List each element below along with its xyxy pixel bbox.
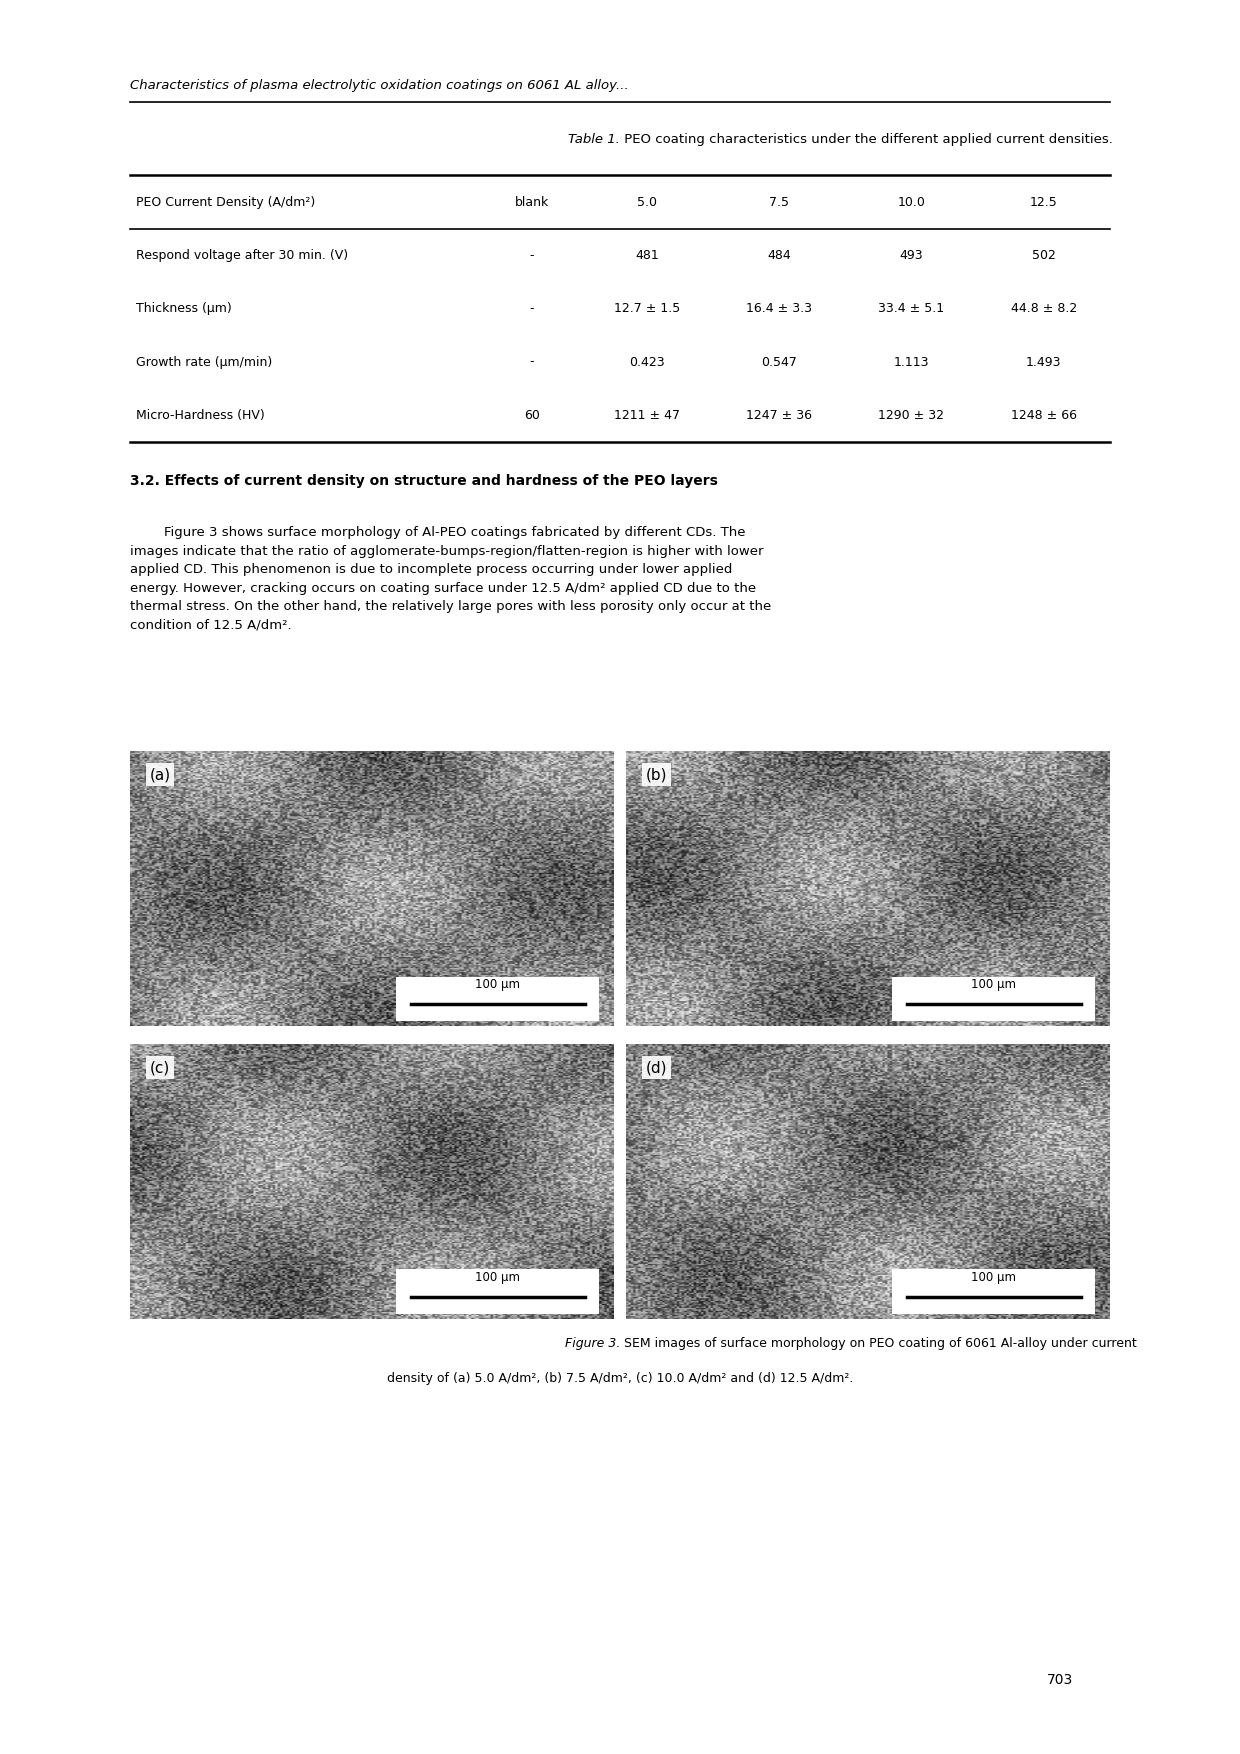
- Text: (d): (d): [646, 1059, 667, 1075]
- Text: 493: 493: [899, 249, 924, 261]
- Text: -: -: [529, 302, 534, 316]
- Text: 100 μm: 100 μm: [971, 1272, 1017, 1284]
- Text: 481: 481: [635, 249, 658, 261]
- Text: -: -: [529, 356, 534, 368]
- Text: 16.4 ± 3.3: 16.4 ± 3.3: [746, 302, 812, 316]
- Text: (b): (b): [646, 766, 667, 782]
- Text: 100 μm: 100 μm: [475, 1272, 521, 1284]
- Text: 1.493: 1.493: [1025, 356, 1061, 368]
- Text: 1211 ± 47: 1211 ± 47: [614, 409, 680, 423]
- Bar: [397, 977, 599, 1021]
- Text: 100 μm: 100 μm: [971, 979, 1017, 991]
- Text: 5.0: 5.0: [637, 195, 657, 209]
- Text: 502: 502: [1032, 249, 1055, 261]
- Text: Figure 3 shows surface morphology of Al-PEO coatings fabricated by different CDs: Figure 3 shows surface morphology of Al-…: [130, 526, 771, 631]
- Text: SEM images of surface morphology on PEO coating of 6061 Al-alloy under current: SEM images of surface morphology on PEO …: [620, 1337, 1137, 1349]
- Text: Respond voltage after 30 min. (V): Respond voltage after 30 min. (V): [136, 249, 348, 261]
- Text: Thickness (μm): Thickness (μm): [136, 302, 232, 316]
- Text: 703: 703: [1047, 1673, 1074, 1687]
- Text: 100 μm: 100 μm: [475, 979, 521, 991]
- Text: 60: 60: [523, 409, 539, 423]
- Text: Table 1.: Table 1.: [568, 133, 620, 146]
- Bar: [893, 977, 1095, 1021]
- Text: 44.8 ± 8.2: 44.8 ± 8.2: [1011, 302, 1076, 316]
- Text: 1248 ± 66: 1248 ± 66: [1011, 409, 1076, 423]
- Text: 1.113: 1.113: [894, 356, 929, 368]
- Text: blank: blank: [515, 195, 549, 209]
- Text: 12.7 ± 1.5: 12.7 ± 1.5: [614, 302, 680, 316]
- Text: 33.4 ± 5.1: 33.4 ± 5.1: [878, 302, 945, 316]
- Text: Figure 3.: Figure 3.: [564, 1337, 620, 1349]
- Text: 0.547: 0.547: [761, 356, 797, 368]
- Text: 12.5: 12.5: [1029, 195, 1058, 209]
- Text: Growth rate (μm/min): Growth rate (μm/min): [136, 356, 273, 368]
- Text: -: -: [529, 249, 534, 261]
- Text: 1290 ± 32: 1290 ± 32: [878, 409, 945, 423]
- Text: (a): (a): [150, 766, 171, 782]
- Text: 10.0: 10.0: [898, 195, 925, 209]
- Text: Characteristics of plasma electrolytic oxidation coatings on 6061 AL alloy...: Characteristics of plasma electrolytic o…: [130, 79, 629, 91]
- Text: density of (a) 5.0 A/dm², (b) 7.5 A/dm², (c) 10.0 A/dm² and (d) 12.5 A/dm².: density of (a) 5.0 A/dm², (b) 7.5 A/dm²,…: [387, 1372, 853, 1384]
- Text: (c): (c): [150, 1059, 170, 1075]
- Text: PEO Current Density (A/dm²): PEO Current Density (A/dm²): [136, 195, 316, 209]
- Text: 3.2. Effects of current density on structure and hardness of the PEO layers: 3.2. Effects of current density on struc…: [130, 474, 718, 488]
- Bar: [397, 1270, 599, 1314]
- Bar: [893, 1270, 1095, 1314]
- Text: 1247 ± 36: 1247 ± 36: [746, 409, 812, 423]
- Text: Micro-Hardness (HV): Micro-Hardness (HV): [136, 409, 265, 423]
- Text: 484: 484: [768, 249, 791, 261]
- Text: 7.5: 7.5: [769, 195, 789, 209]
- Text: 0.423: 0.423: [629, 356, 665, 368]
- Text: PEO coating characteristics under the different applied current densities.: PEO coating characteristics under the di…: [620, 133, 1112, 146]
